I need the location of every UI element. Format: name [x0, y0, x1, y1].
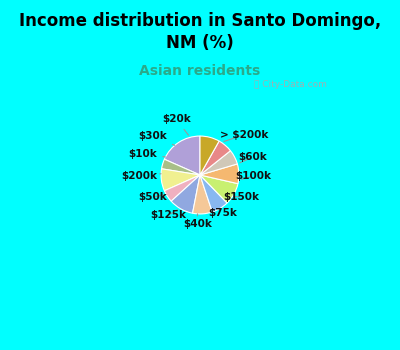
- Text: ⓘ City-Data.com: ⓘ City-Data.com: [254, 80, 327, 89]
- Text: $10k: $10k: [128, 149, 166, 159]
- Wedge shape: [200, 164, 239, 184]
- Wedge shape: [162, 159, 200, 175]
- Text: $200k: $200k: [121, 172, 161, 181]
- Wedge shape: [164, 136, 200, 175]
- Wedge shape: [164, 175, 200, 201]
- Text: $125k: $125k: [150, 210, 186, 221]
- Text: $20k: $20k: [162, 114, 191, 135]
- Wedge shape: [200, 175, 227, 212]
- Text: Asian residents: Asian residents: [139, 64, 261, 78]
- Wedge shape: [200, 151, 237, 175]
- Wedge shape: [192, 175, 212, 214]
- Text: $60k: $60k: [238, 152, 267, 163]
- Text: $40k: $40k: [183, 214, 212, 229]
- Text: $30k: $30k: [138, 131, 175, 145]
- Text: $150k: $150k: [224, 192, 260, 202]
- Text: > $200k: > $200k: [220, 130, 269, 141]
- Text: Income distribution in Santo Domingo,
NM (%): Income distribution in Santo Domingo, NM…: [19, 12, 381, 52]
- Text: $100k: $100k: [235, 172, 271, 181]
- Text: $50k: $50k: [138, 192, 167, 202]
- Wedge shape: [200, 175, 238, 203]
- Wedge shape: [161, 169, 200, 191]
- Wedge shape: [200, 136, 219, 175]
- Wedge shape: [200, 141, 230, 175]
- Wedge shape: [171, 175, 200, 213]
- Text: $75k: $75k: [208, 208, 237, 218]
